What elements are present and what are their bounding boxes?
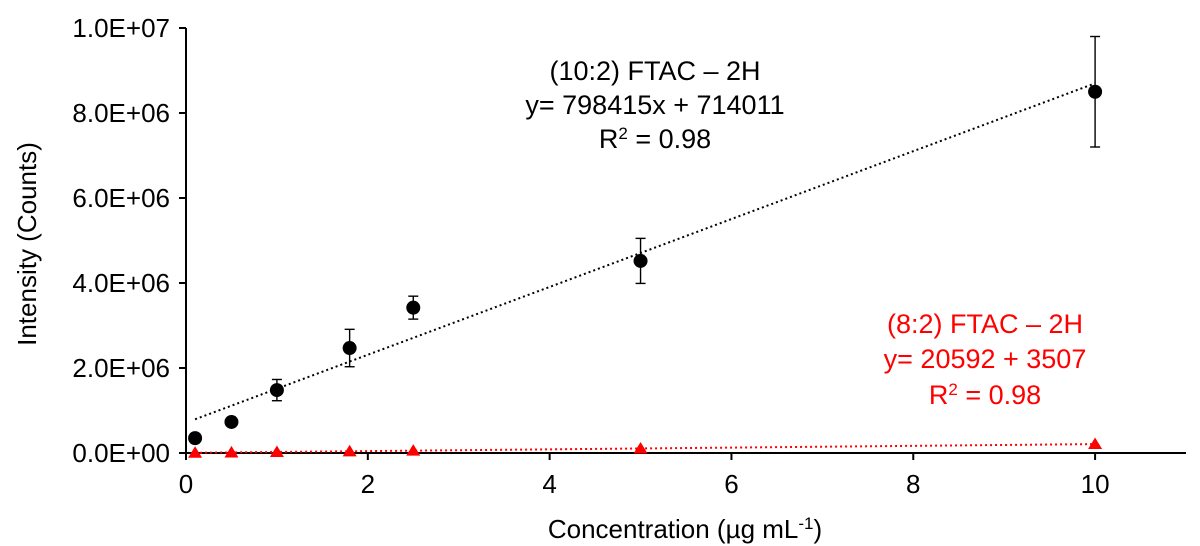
plot-area: 0.0E+00 2.0E+06 4.0E+06 6.0E+06 8.0E+06 1.0E+… xyxy=(72,13,1186,499)
x-tick-label: 10 xyxy=(1081,469,1110,499)
series-1-annotation-title: (10:2) FTAC – 2H xyxy=(549,56,760,86)
x-tick-label: 8 xyxy=(906,469,920,499)
y-axis-title: Intensity (Counts) xyxy=(12,142,42,346)
series-1-point xyxy=(1088,84,1103,99)
x-tick-label: 4 xyxy=(542,469,556,499)
y-tick-label: 8.0E+06 xyxy=(72,98,170,128)
y-tick-label: 6.0E+06 xyxy=(72,183,170,213)
x-axis-title: Concentration (µg mL-1) xyxy=(548,514,822,545)
series-1-annotation-r2: R2 = 0.98 xyxy=(599,124,711,155)
series-1-point xyxy=(406,300,421,315)
series-2-point xyxy=(1088,437,1103,450)
series-2-point xyxy=(342,444,357,457)
y-tick-label: 1.0E+07 xyxy=(72,13,170,43)
series-2-point xyxy=(633,441,648,454)
series-2-annotation-equation: y= 20592 + 3507 xyxy=(884,344,1087,374)
series-2-point xyxy=(269,445,284,458)
series-1-point xyxy=(224,414,239,429)
series-2-point xyxy=(188,446,203,458)
series-2-point xyxy=(406,444,421,456)
series-1-point xyxy=(633,253,648,268)
y-tick-label: 2.0E+06 xyxy=(72,353,170,383)
series-1-annotation-equation: y= 798415x + 714011 xyxy=(525,90,784,120)
series-2-annotation-r2: R2 = 0.98 xyxy=(929,380,1041,411)
series-2-trendline xyxy=(195,443,1096,454)
y-tick-label: 0.0E+00 xyxy=(72,438,170,468)
series-2-annotation-title: (8:2) FTAC – 2H xyxy=(887,309,1083,339)
series-1-point xyxy=(269,383,284,398)
series-2-point xyxy=(224,445,239,458)
series-1-point xyxy=(342,341,357,356)
y-tick-label: 4.0E+06 xyxy=(72,268,170,298)
x-tick-label: 0 xyxy=(179,469,193,499)
series-1-point xyxy=(188,431,203,446)
x-tick-label: 6 xyxy=(724,469,738,499)
x-tick-label: 2 xyxy=(361,469,375,499)
series-1-trendline xyxy=(194,82,1096,421)
